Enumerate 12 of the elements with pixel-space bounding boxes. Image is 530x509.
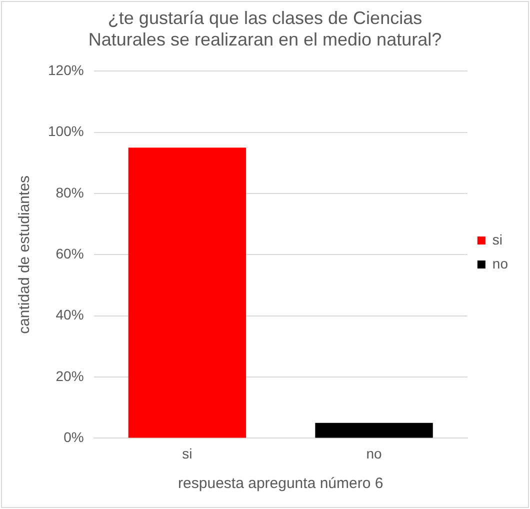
y-tick-label: 0% [64,429,84,446]
y-tick-label: 120% [48,62,84,78]
y-tick-label: 100% [48,123,84,140]
chart-title: ¿te gustaría que las clases de Ciencias Naturales se realizaran en el medio natural? [88,8,442,50]
y-tick-label: 80% [56,184,84,200]
legend-label: no [492,255,508,272]
x-axis-title: respuesta apregunta número 6 [178,475,384,492]
legend-label: si [492,231,503,248]
y-tick-label: 20% [56,368,84,384]
y-axis-title: cantidad de estudiantes [16,175,34,334]
y-tick-label: 40% [56,306,84,323]
y-tick-label: 60% [56,246,84,262]
